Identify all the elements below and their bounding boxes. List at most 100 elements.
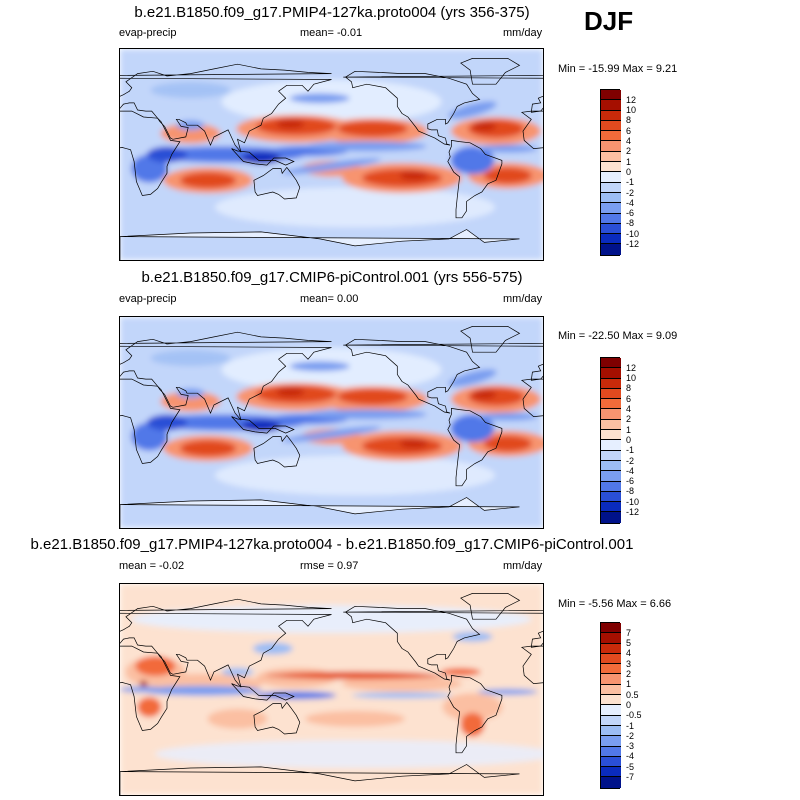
colorbar-bin xyxy=(601,399,621,410)
field-contour xyxy=(440,667,481,676)
continent-outline xyxy=(120,598,332,688)
colorbar-bin xyxy=(601,110,621,121)
colorbar-tick-label: 2 xyxy=(626,414,632,425)
colorbar-tick-label: 4 xyxy=(626,404,632,414)
colorbar-box xyxy=(600,622,621,789)
colorbar-bin xyxy=(601,234,621,245)
panel-3-rmse-label: rmse = 0.97 xyxy=(300,560,359,572)
colorbar-tick-label: -5 xyxy=(626,761,635,772)
field-layer xyxy=(120,317,543,528)
colorbar-box xyxy=(600,357,621,524)
panel-2-title: b.e21.B1850.f09_g17.CMIP6-piControl.001 … xyxy=(141,269,523,286)
field-contour xyxy=(399,438,428,449)
colorbar-bin xyxy=(601,223,621,235)
panel-3-map xyxy=(119,583,544,796)
colorbar-bin xyxy=(601,623,621,634)
panel-1-variable-label: evap-precip xyxy=(119,27,177,39)
colorbar-bin xyxy=(601,715,621,726)
colorbar-tick-label: 3 xyxy=(626,658,632,669)
field-contour xyxy=(483,167,532,184)
panel-3-map-plot xyxy=(120,584,543,795)
panel-1-colorbar: 12 10 8 6 4 2 1 0 -1 -2 -4 -6 -8 -10 -12 xyxy=(600,89,639,256)
field-contour xyxy=(448,101,497,119)
panel-2-mean-label: mean= 0.00 xyxy=(300,293,359,305)
panel-2-variable-label: evap-precip xyxy=(119,293,177,305)
panel-3-colorbar: 7 5 4 3 2 1 0.5 0 -0.5 -1 -2 -3 -4 -5 -7 xyxy=(600,622,642,789)
colorbar-tick-label: -4 xyxy=(626,197,635,208)
colorbar-bin xyxy=(601,756,621,768)
field-contour xyxy=(215,455,495,496)
colorbar-tick-label: 6 xyxy=(626,393,632,404)
colorbar-bin xyxy=(601,368,621,379)
colorbar-bin xyxy=(601,684,621,696)
field-contour xyxy=(276,387,305,398)
colorbar-bin xyxy=(601,481,621,492)
field-contour xyxy=(155,739,543,768)
field-contour xyxy=(131,605,532,634)
panel-2-minmax-label: Min = -22.50 Max = 9.09 xyxy=(558,330,678,342)
continent-outline xyxy=(344,70,481,146)
colorbar-bin xyxy=(601,695,621,706)
field-contour xyxy=(477,412,538,421)
colorbar-tick-label: -1 xyxy=(626,445,635,456)
field-contour xyxy=(276,119,305,130)
continent-outline xyxy=(120,645,181,731)
field-contour xyxy=(477,144,538,153)
colorbar-bin xyxy=(601,409,621,420)
colorbar-tick-label: -1 xyxy=(626,720,635,731)
panel-3-mean-label: mean = -0.02 xyxy=(119,560,185,572)
colorbar-tick-label: 1 xyxy=(626,424,632,435)
colorbar-tick-label: 8 xyxy=(626,383,632,394)
continent-outline xyxy=(520,645,543,684)
field-contour xyxy=(137,697,162,718)
colorbar-bin xyxy=(601,705,621,716)
field-contour xyxy=(160,123,221,144)
panel-3-title: b.e21.B1850.f09_g17.PMIP4-127ka.proto004… xyxy=(30,536,634,553)
field-contour xyxy=(252,642,293,655)
panel-2-map xyxy=(119,316,544,529)
colorbar-tick-label: -2 xyxy=(626,187,635,198)
field-contour xyxy=(135,656,176,677)
field-contour xyxy=(306,409,427,420)
panel-2-map-plot xyxy=(120,317,543,528)
colorbar-bin xyxy=(601,141,621,152)
colorbar-bin xyxy=(601,162,621,173)
colorbar-tick-label: -4 xyxy=(626,465,635,476)
colorbar-bin xyxy=(601,90,621,101)
colorbar-bin xyxy=(601,358,621,369)
colorbar-tick-label: 1 xyxy=(626,679,632,690)
continent-outline xyxy=(460,593,521,620)
colorbar-bin xyxy=(601,633,621,644)
colorbar-bin xyxy=(601,213,621,224)
colorbar-bin xyxy=(601,725,621,737)
field-contour xyxy=(289,93,350,104)
colorbar-tick-label: 7 xyxy=(626,627,632,638)
colorbar-bin xyxy=(601,746,621,757)
field-contour xyxy=(147,414,187,431)
panel-3-minmax-label: Min = -5.56 Max = 6.66 xyxy=(558,598,672,610)
continent-outline xyxy=(520,378,543,417)
colorbar-bin xyxy=(601,244,621,255)
colorbar-bin xyxy=(601,151,621,163)
colorbar-bin xyxy=(601,736,621,747)
field-contour xyxy=(180,172,237,189)
continent-outline-antarctica xyxy=(120,764,520,795)
colorbar-bin xyxy=(601,131,621,142)
continent-outline xyxy=(120,110,181,196)
colorbar-tick-label: -8 xyxy=(626,486,635,497)
field-contour xyxy=(399,170,428,181)
field-contour xyxy=(442,693,503,722)
continent-outline xyxy=(460,326,521,353)
colorbar-bin xyxy=(601,378,621,389)
field-contour xyxy=(147,146,187,163)
continent-outline xyxy=(231,683,295,701)
colorbar-tick-label: -12 xyxy=(626,239,640,249)
continent-outline xyxy=(253,434,301,468)
continent-outline xyxy=(120,331,332,421)
field-contour xyxy=(150,82,231,99)
field-contour xyxy=(477,688,538,695)
field-contour xyxy=(281,158,382,175)
colorbar-tick-label: 8 xyxy=(626,115,632,126)
continent-outline xyxy=(253,166,301,200)
field-contour xyxy=(306,141,427,152)
